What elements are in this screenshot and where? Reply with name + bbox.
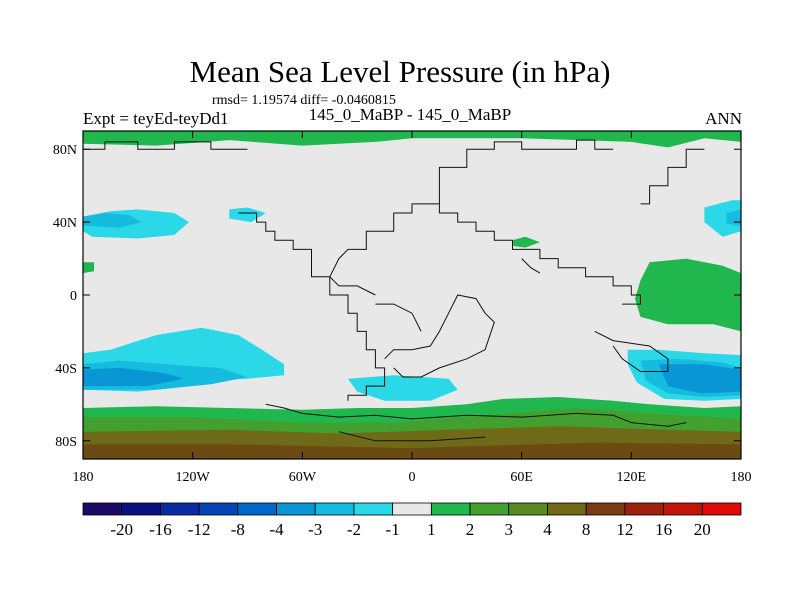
colorbar-swatch bbox=[276, 502, 316, 516]
colorbar-label: 3 bbox=[505, 520, 514, 539]
coastline bbox=[640, 148, 705, 205]
coastline bbox=[384, 294, 495, 378]
colorbar-swatch bbox=[160, 502, 200, 516]
south-indian-low-core bbox=[658, 364, 741, 394]
experiment-label: Expt = teyEd-teyDd1 bbox=[83, 109, 229, 128]
colorbar: -20 -16 -12 -8 -4 -3 -2 -1 1 2 3 4 8 12 16 20 bbox=[82, 502, 742, 539]
map-title: Mean Sea Level Pressure (in hPa) bbox=[189, 54, 611, 89]
colorbar-swatch bbox=[508, 502, 548, 516]
coastline bbox=[83, 141, 248, 150]
colorbar-swatch bbox=[469, 502, 510, 516]
colorbar-label: -12 bbox=[188, 520, 211, 539]
colorbar-swatch bbox=[121, 502, 161, 516]
colorbar-swatch bbox=[314, 502, 355, 516]
colorbar-label: 2 bbox=[466, 520, 475, 539]
colorbar-swatch bbox=[82, 502, 123, 516]
colorbar-swatch bbox=[198, 502, 239, 516]
colorbar-swatch bbox=[701, 502, 742, 516]
run-comparison-label: 145_0_MaBP - 145_0_MaBP bbox=[308, 105, 512, 124]
south-atlantic-low bbox=[348, 375, 458, 401]
coastline bbox=[438, 139, 614, 204]
lat-tick-label: 40S bbox=[55, 362, 77, 377]
axes-layer: 80N 40N 0 40S 80S 180 120W 60W 0 60E 120E 180 bbox=[53, 131, 752, 485]
colorbar-label: -4 bbox=[269, 520, 284, 539]
lat-tick-label: 40N bbox=[53, 216, 77, 231]
lon-tick-label: 120W bbox=[176, 470, 211, 485]
coastline bbox=[329, 203, 641, 305]
lon-tick-label: 0 bbox=[409, 470, 416, 485]
map-field-layer bbox=[83, 131, 741, 459]
colorbar-swatch bbox=[624, 502, 664, 516]
colorbar-label: 4 bbox=[543, 520, 552, 539]
southern-low-core bbox=[83, 367, 184, 387]
lat-tick-label: 0 bbox=[70, 289, 77, 304]
lon-tick-label: 60E bbox=[510, 470, 533, 485]
colorbar-swatch bbox=[547, 502, 587, 516]
coastline bbox=[265, 403, 687, 427]
coastline bbox=[238, 212, 386, 401]
colorbar-label: 1 bbox=[427, 520, 436, 539]
coastline bbox=[329, 276, 376, 296]
north-pacific-low-inner bbox=[83, 213, 142, 228]
season-label: ANN bbox=[705, 109, 742, 128]
colorbar-swatch bbox=[430, 502, 471, 516]
east-north-low-outer bbox=[704, 200, 741, 237]
colorbar-label: -2 bbox=[347, 520, 361, 539]
lon-tick-label: 180 bbox=[731, 470, 752, 485]
colorbar-swatch bbox=[585, 502, 626, 516]
coastline bbox=[338, 431, 486, 442]
colorbar-swatch bbox=[237, 502, 277, 516]
lon-tick-label: 180 bbox=[73, 470, 94, 485]
tethys-high bbox=[512, 236, 540, 248]
colorbar-swatch bbox=[353, 502, 394, 516]
colorbar-label: -16 bbox=[149, 520, 172, 539]
coastline bbox=[594, 330, 669, 372]
colorbar-label: -8 bbox=[231, 520, 245, 539]
lon-tick-label: 120E bbox=[617, 470, 647, 485]
colorbar-swatch bbox=[392, 502, 432, 516]
south-positive-dark bbox=[83, 442, 741, 459]
arctic-positive-band bbox=[83, 131, 741, 148]
lat-tick-label: 80S bbox=[55, 435, 77, 450]
colorbar-label: 16 bbox=[655, 520, 672, 539]
colorbar-label: 20 bbox=[694, 520, 711, 539]
east-pacific-high bbox=[635, 258, 741, 332]
colorbar-label: -1 bbox=[386, 520, 400, 539]
coastline bbox=[375, 303, 422, 332]
colorbar-label: -20 bbox=[110, 520, 133, 539]
colorbar-label: 8 bbox=[582, 520, 591, 539]
coastline bbox=[521, 258, 541, 274]
colorbar-label: -3 bbox=[308, 520, 322, 539]
colorbar-label: 12 bbox=[616, 520, 633, 539]
lon-tick-label: 60W bbox=[289, 470, 317, 485]
west-pacific-high-edge bbox=[83, 262, 94, 274]
colorbar-swatch bbox=[663, 502, 703, 516]
lat-tick-label: 80N bbox=[53, 143, 77, 158]
rmsd-diff-stats: rmsd= 1.19574 diff= -0.0460815 bbox=[212, 93, 396, 108]
